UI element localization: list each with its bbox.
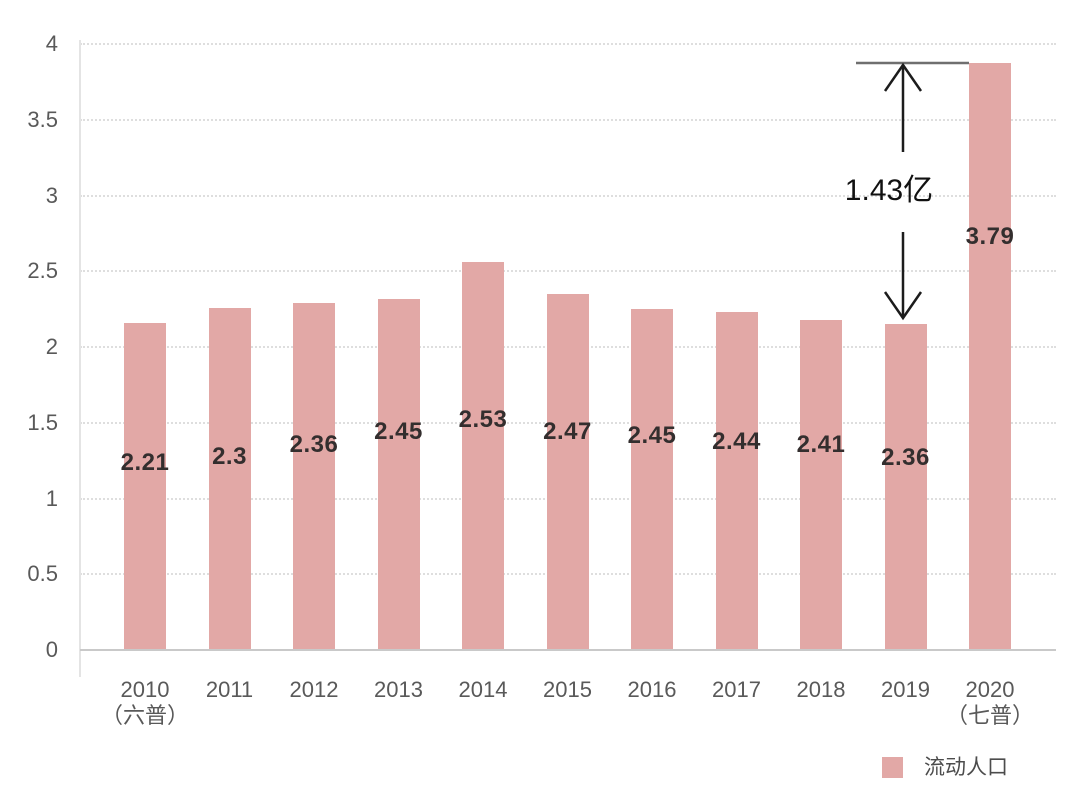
bar-value-label-2019: 2.36 bbox=[881, 444, 930, 471]
y-tick-label-3: 3 bbox=[45, 182, 58, 208]
y-tick-label-4: 4 bbox=[45, 31, 58, 56]
x-tick-label-2016: 2016 bbox=[627, 677, 677, 702]
bar-value-label-2012: 2.36 bbox=[289, 431, 339, 458]
legend-label: 流动人口 bbox=[924, 756, 1008, 779]
legend-swatch-icon bbox=[882, 757, 903, 778]
legend: 流动人口 bbox=[882, 756, 1008, 779]
bar-2018 bbox=[800, 319, 842, 649]
x-tick-sublabel-2020: （七普） bbox=[945, 703, 1034, 728]
x-axis-line bbox=[80, 649, 1056, 651]
bar-2015 bbox=[546, 293, 589, 649]
x-tick-label-2013: 2013 bbox=[374, 677, 423, 702]
y-tick-label-0.5: 0.5 bbox=[27, 561, 58, 587]
x-tick-label-2020: 2020 bbox=[965, 677, 1015, 702]
bar-2014 bbox=[462, 262, 504, 649]
increase-arrow-annotation bbox=[856, 61, 969, 321]
x-tick-label-2018: 2018 bbox=[796, 677, 846, 702]
bar-2013 bbox=[377, 298, 420, 649]
y-axis-line bbox=[79, 40, 81, 677]
bar-2016 bbox=[631, 309, 673, 649]
bar-value-label-2013: 2.45 bbox=[374, 418, 423, 445]
x-tick-label-2011: 2011 bbox=[205, 677, 254, 702]
gridline-3.5 bbox=[80, 118, 1056, 121]
x-tick-label-2017: 2017 bbox=[712, 677, 761, 702]
y-tick-label-3.5: 3.5 bbox=[27, 106, 58, 132]
bar-2020 bbox=[969, 62, 1011, 649]
double-headed-arrow-icon bbox=[883, 62, 923, 321]
bar-value-label-2017: 2.44 bbox=[712, 428, 761, 455]
x-tick-label-2015: 2015 bbox=[543, 677, 592, 702]
x-tick-label-2014: 2014 bbox=[458, 677, 508, 702]
bar-value-label-2011: 2.3 bbox=[212, 443, 247, 470]
bar-value-label-2014: 2.53 bbox=[458, 406, 508, 433]
y-tick-label-1: 1 bbox=[45, 485, 58, 511]
x-tick-label-2019: 2019 bbox=[881, 677, 930, 702]
gridline-3 bbox=[80, 194, 1056, 197]
y-tick-label-0: 0 bbox=[45, 637, 58, 662]
bar-2012 bbox=[293, 303, 335, 649]
gridline-2.5 bbox=[80, 270, 1056, 273]
bar-2010 bbox=[124, 322, 166, 649]
bar-value-label-2018: 2.41 bbox=[796, 431, 846, 458]
bar-value-label-2020: 3.79 bbox=[965, 223, 1015, 250]
bar-2017 bbox=[715, 312, 758, 649]
x-tick-label-2010: 2010 bbox=[120, 677, 170, 702]
y-tick-label-1.5: 1.5 bbox=[27, 409, 58, 435]
y-tick-label-2: 2 bbox=[45, 334, 58, 359]
bar-2011 bbox=[208, 307, 251, 649]
gridline-4 bbox=[80, 43, 1056, 45]
bar-value-label-2010: 2.21 bbox=[120, 449, 170, 476]
bar-2019 bbox=[884, 324, 927, 649]
x-tick-label-2012: 2012 bbox=[289, 677, 339, 702]
y-tick-label-2.5: 2.5 bbox=[27, 258, 58, 284]
x-tick-sublabel-2010: （六普） bbox=[100, 703, 189, 728]
bar-value-label-2016: 2.45 bbox=[627, 422, 677, 449]
bar-value-label-2015: 2.47 bbox=[543, 418, 592, 445]
annotation-label: 1.43亿 bbox=[844, 174, 934, 207]
